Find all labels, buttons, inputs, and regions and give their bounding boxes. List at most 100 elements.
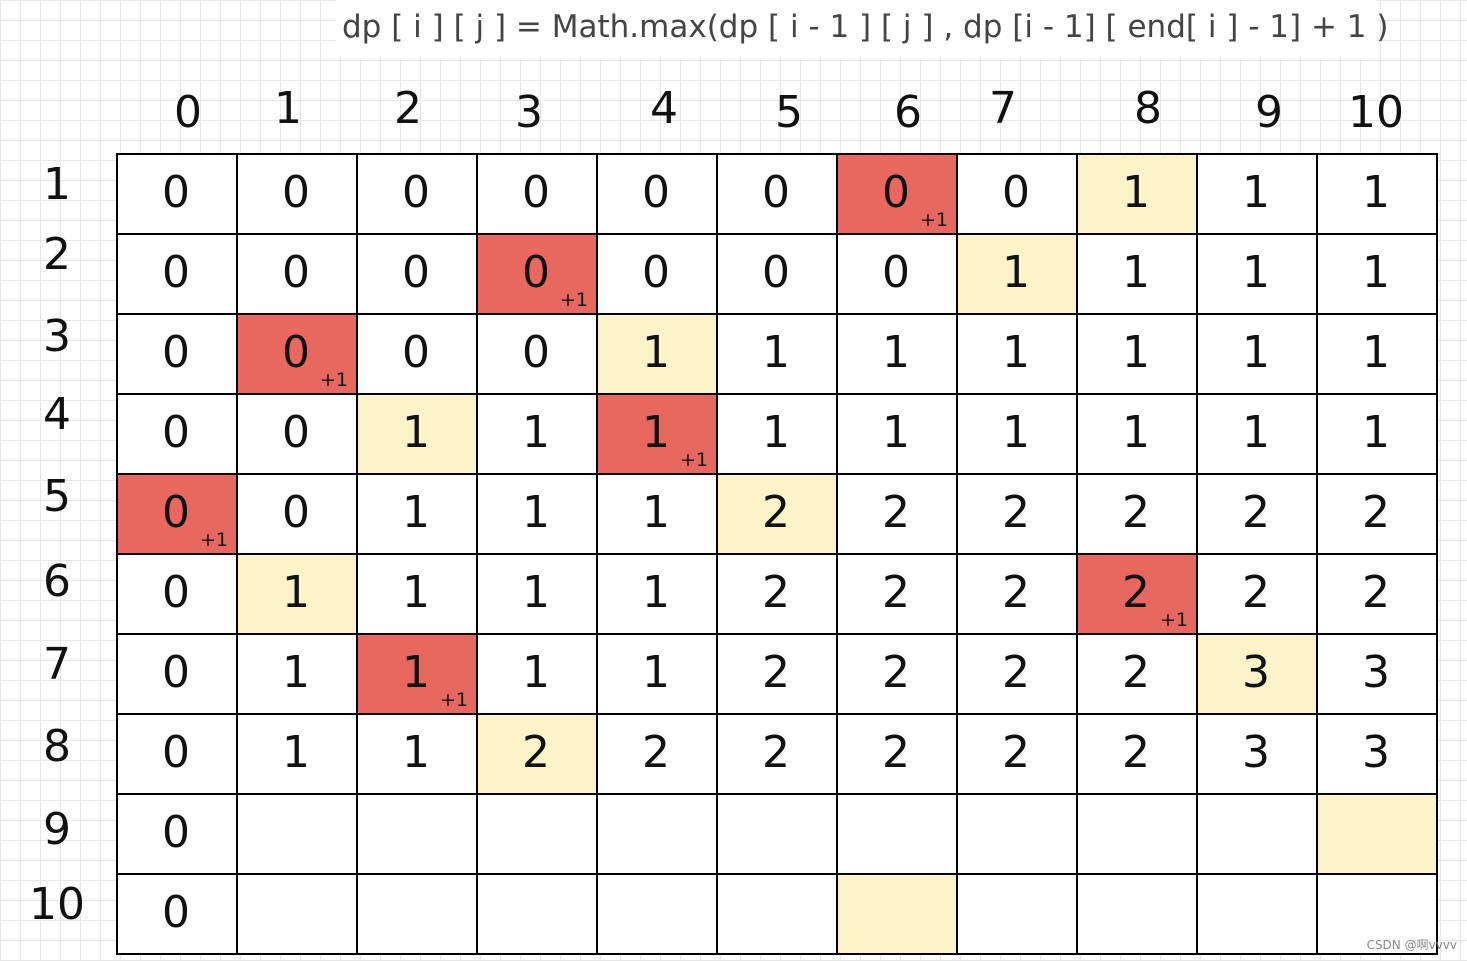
table-cell: 2	[1078, 635, 1198, 715]
table-cell: 0	[478, 315, 598, 395]
table-cell: 0 +1	[838, 155, 958, 235]
table-cell: 0	[238, 475, 358, 555]
cell-value: 1	[1122, 407, 1150, 458]
cell-value: 0	[402, 327, 430, 378]
cell-value: 1	[1002, 407, 1030, 458]
cell-value: 1	[1362, 407, 1390, 458]
table-cell: 2	[838, 555, 958, 635]
table-cell: 1	[718, 315, 838, 395]
column-header: 6	[894, 87, 922, 138]
cell-value: 3	[1362, 647, 1390, 698]
table-cell: 0	[118, 555, 238, 635]
table-cell: 0	[238, 395, 358, 475]
row-header: 9	[43, 804, 71, 855]
table-cell: 1	[358, 395, 478, 475]
cell-value: 1	[1362, 247, 1390, 298]
table-cell: 0	[358, 315, 478, 395]
cell-value: 2	[1122, 567, 1150, 618]
table-cell	[1318, 795, 1436, 875]
table-cell: 2	[1078, 715, 1198, 795]
cell-value: 1	[522, 567, 550, 618]
table-cell: 1	[478, 635, 598, 715]
table-cell: 0 +1	[118, 475, 238, 555]
cell-value: 1	[522, 487, 550, 538]
table-cell: 0	[118, 315, 238, 395]
cell-value: 2	[762, 487, 790, 538]
cell-value: 1	[762, 407, 790, 458]
cell-value: 1	[762, 327, 790, 378]
cell-value: 2	[642, 727, 670, 778]
column-header: 10	[1348, 87, 1404, 138]
table-cell: 1	[598, 635, 718, 715]
table-cell: 3	[1318, 715, 1436, 795]
cell-value: 0	[1002, 167, 1030, 218]
cell-value: 3	[1242, 727, 1270, 778]
cell-value: 0	[882, 247, 910, 298]
table-cell: 1	[1318, 235, 1436, 315]
cell-value: 1	[642, 327, 670, 378]
watermark: CSDN @啊vvvv	[1366, 938, 1457, 952]
table-cell: 0	[118, 395, 238, 475]
cell-value: 1	[882, 327, 910, 378]
table-cell: 2	[958, 715, 1078, 795]
table-cell: 0	[838, 235, 958, 315]
cell-value: 3	[1242, 647, 1270, 698]
table-cell	[598, 795, 718, 875]
cell-value: 2	[1002, 727, 1030, 778]
table-cell: 2	[958, 555, 1078, 635]
cell-value: 0	[162, 727, 190, 778]
cell-value: 0	[642, 247, 670, 298]
table-cell: 0	[958, 155, 1078, 235]
table-cell: 2	[718, 555, 838, 635]
cell-value: 0	[162, 327, 190, 378]
table-cell: 0	[238, 235, 358, 315]
column-header: 3	[515, 87, 543, 138]
column-header: 2	[394, 83, 422, 134]
cell-value: 1	[1242, 407, 1270, 458]
formula-title: dp [ i ] [ j ] = Math.max(dp [ i - 1 ] […	[336, 0, 1388, 58]
column-header: 8	[1134, 83, 1162, 134]
cell-value: 1	[1122, 167, 1150, 218]
table-cell: 1	[958, 395, 1078, 475]
table-cell: 2	[958, 475, 1078, 555]
column-header: 1	[274, 83, 302, 134]
cell-value: 1	[282, 647, 310, 698]
table-cell: 1 +1	[598, 395, 718, 475]
cell-value: 0	[282, 247, 310, 298]
cell-value: 0	[522, 247, 550, 298]
plus-one-label: +1	[1159, 609, 1188, 631]
dp-table: 0 0 0 0 0 0 0 +1 0 1 1 1 0 0 0 0 +1 0 0 0 1 1 1 1 0 0 +1 0 0 1 1 1 1 1 1 1 0…	[116, 153, 1438, 955]
table-cell: 1	[1318, 315, 1436, 395]
cell-value: 1	[1362, 327, 1390, 378]
cell-value: 0	[282, 487, 310, 538]
table-cell: 2	[838, 635, 958, 715]
table-cell: 0	[718, 235, 838, 315]
table-cell: 1	[1198, 315, 1318, 395]
row-header: 5	[43, 471, 71, 522]
table-cell: 1	[958, 315, 1078, 395]
table-cell: 1	[1078, 395, 1198, 475]
table-cell	[1078, 875, 1198, 953]
table-cell	[1198, 795, 1318, 875]
cell-value: 2	[1242, 487, 1270, 538]
cell-value: 1	[402, 647, 430, 698]
row-header: 2	[43, 229, 71, 280]
table-cell	[838, 795, 958, 875]
cell-value: 1	[282, 567, 310, 618]
row-header: 3	[43, 311, 71, 362]
table-cell	[718, 875, 838, 953]
column-header: 0	[174, 87, 202, 138]
table-cell: 0	[118, 155, 238, 235]
cell-value: 2	[762, 647, 790, 698]
plus-one-label: +1	[919, 209, 948, 231]
table-cell	[238, 795, 358, 875]
plus-one-label: +1	[439, 689, 468, 711]
cell-value: 0	[282, 167, 310, 218]
cell-value: 0	[162, 487, 190, 538]
table-cell: 2	[1318, 475, 1436, 555]
row-header: 8	[43, 721, 71, 772]
table-cell: 0	[358, 235, 478, 315]
table-cell	[958, 875, 1078, 953]
cell-value: 1	[522, 647, 550, 698]
table-cell: 3	[1198, 715, 1318, 795]
